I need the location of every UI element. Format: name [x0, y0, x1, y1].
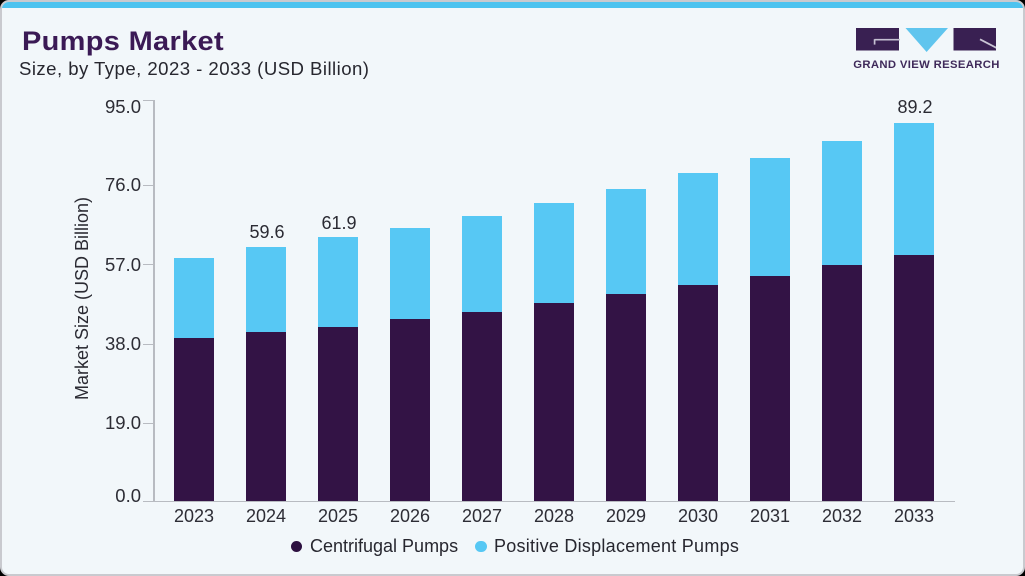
svg-text:GRAND VIEW RESEARCH: GRAND VIEW RESEARCH — [853, 59, 1000, 71]
